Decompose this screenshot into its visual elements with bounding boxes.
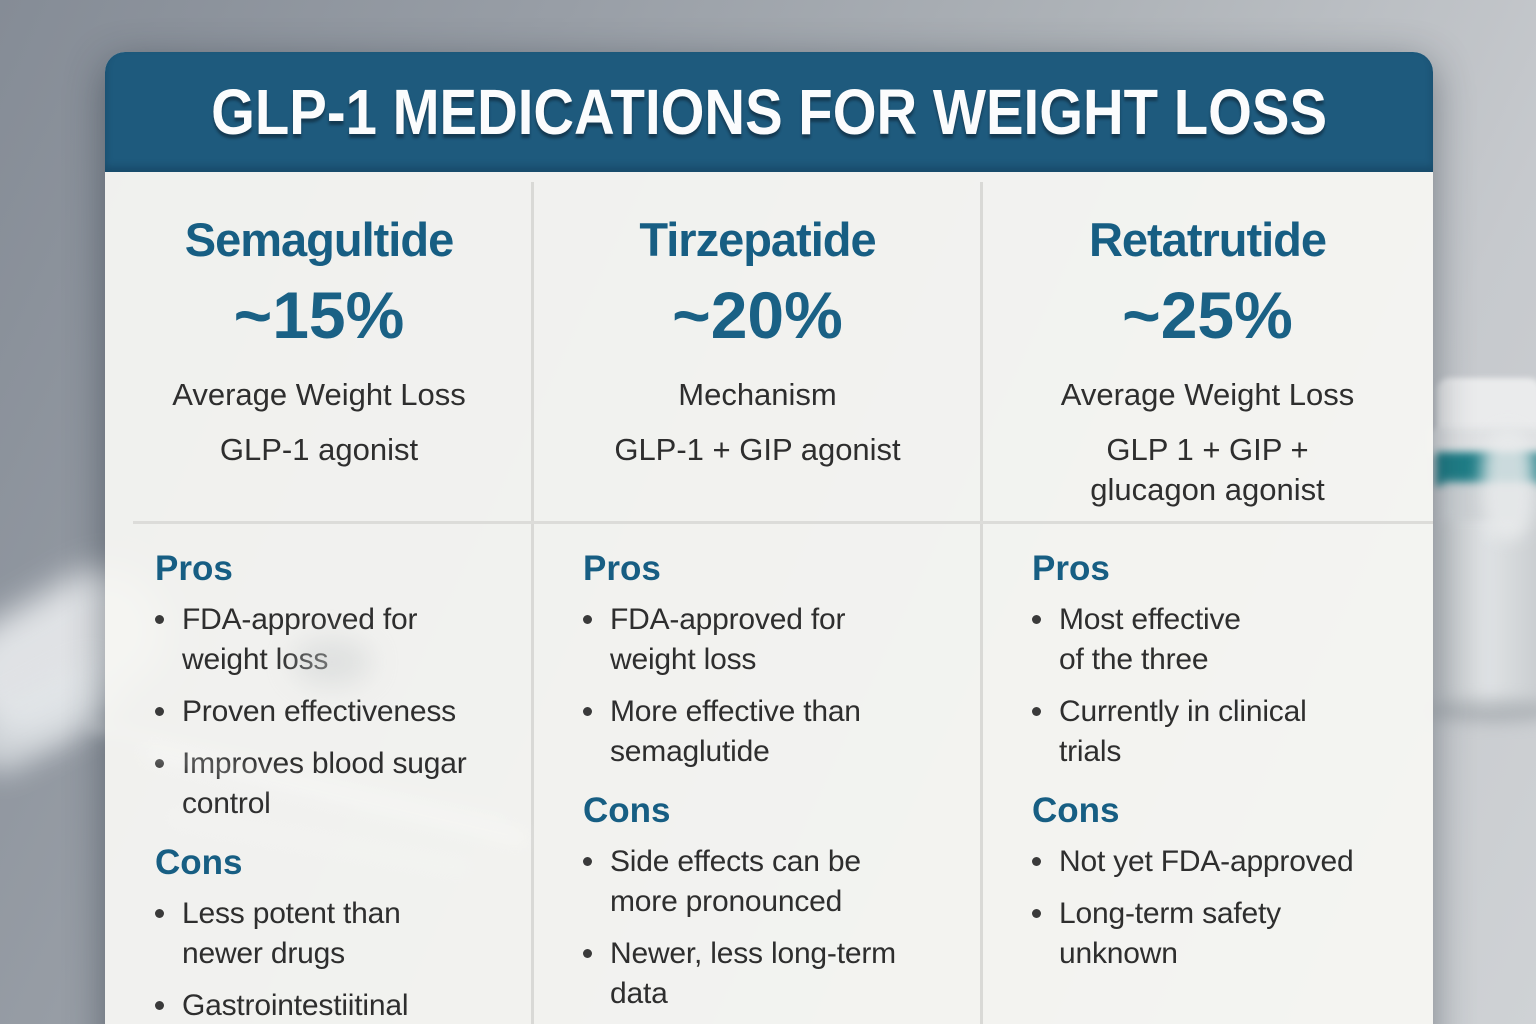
bullet-icon bbox=[1032, 707, 1041, 716]
comparison-card: GLP-1 MEDICATIONS FOR WEIGHT LOSS Semagu… bbox=[105, 52, 1433, 1024]
list-item-text: Currently in clinical trials bbox=[1059, 695, 1307, 768]
bullet-icon bbox=[583, 857, 592, 866]
bullet-icon bbox=[155, 909, 164, 918]
pros-heading: Pros bbox=[1032, 549, 1110, 588]
list-item-text: Not yet FDA-approved bbox=[1059, 845, 1354, 878]
mechanism-label: GLP 1 + GIP + glucagon agonist bbox=[1090, 432, 1325, 507]
list-item-text: Newer, less long-term data bbox=[610, 937, 896, 1010]
list-item: Newer, less long-term data bbox=[583, 934, 956, 1014]
cons-heading: Cons bbox=[583, 791, 671, 830]
list-item-text: More effective than semaglutide bbox=[610, 695, 861, 768]
cons-list: Side effects can be more pronounced Newe… bbox=[583, 842, 956, 1014]
drug-summary: Retatrutide ~25% Average Weight Loss GLP… bbox=[982, 172, 1433, 522]
bullet-icon bbox=[1032, 857, 1041, 866]
columns-grid: Semagultide ~15% Average Weight Loss GLP… bbox=[105, 172, 1433, 1024]
list-item: Proven effectiveness bbox=[155, 692, 507, 732]
metric-label: Average Weight Loss bbox=[1060, 377, 1355, 412]
cons-list: Less potent than newer drugs Gastrointes… bbox=[155, 894, 507, 1024]
cons-heading: Cons bbox=[155, 843, 243, 882]
list-item: Long-term safety unknown bbox=[1032, 894, 1407, 974]
list-item-text: Side effects can be more pronounced bbox=[610, 845, 861, 918]
cons-heading: Cons bbox=[1032, 791, 1120, 830]
weight-loss-value: ~20% bbox=[672, 278, 843, 352]
list-item-text: Most effective of the three bbox=[1059, 603, 1241, 676]
list-item: Less potent than newer drugs bbox=[155, 894, 507, 974]
list-item-text: Long-term safety unknown bbox=[1059, 897, 1281, 970]
cons-list: Not yet FDA-approved Long-term safety un… bbox=[1032, 842, 1407, 974]
list-item-text: Proven effectiveness bbox=[182, 695, 456, 728]
list-item-text: Gastrointestiitinal side effects bbox=[182, 989, 409, 1022]
list-item: Improves blood sugar control bbox=[155, 744, 507, 824]
bullet-icon bbox=[155, 707, 164, 716]
list-item-text: Improves blood sugar control bbox=[182, 747, 467, 820]
list-item-text: FDA-approved for weight loss bbox=[610, 603, 846, 676]
bullet-icon bbox=[1032, 909, 1041, 918]
bullet-icon bbox=[583, 949, 592, 958]
drug-summary: Semagultide ~15% Average Weight Loss GLP… bbox=[105, 172, 533, 522]
bullet-icon bbox=[155, 1001, 164, 1010]
bullet-icon bbox=[583, 615, 592, 624]
title-banner: GLP-1 MEDICATIONS FOR WEIGHT LOSS bbox=[105, 52, 1433, 172]
drug-name: Semagultide bbox=[184, 213, 454, 266]
section-divider bbox=[133, 521, 1433, 524]
list-item: FDA-approved for weight loss bbox=[155, 600, 507, 680]
drug-column-semagultide: Semagultide ~15% Average Weight Loss GLP… bbox=[105, 172, 533, 1024]
drug-summary: Tirzepatide ~20% Mechanism GLP-1 + GIP a… bbox=[533, 172, 982, 522]
list-item: Not yet FDA-approved bbox=[1032, 842, 1407, 882]
bullet-icon bbox=[155, 759, 164, 768]
pros-cons-lists: Pros FDA-approved for weight loss Proven… bbox=[105, 522, 533, 1024]
bullet-icon bbox=[1032, 615, 1041, 624]
list-item: Most effective of the three bbox=[1032, 600, 1407, 680]
pros-heading: Pros bbox=[155, 549, 233, 588]
list-item: FDA-approved for weight loss bbox=[583, 600, 956, 680]
list-item: Currently in clinical trials bbox=[1032, 692, 1407, 772]
weight-loss-value: ~15% bbox=[233, 278, 405, 352]
page-title: GLP-1 MEDICATIONS FOR WEIGHT LOSS bbox=[211, 76, 1327, 148]
mechanism-label: GLP-1 agonist bbox=[219, 432, 419, 467]
drug-column-retatrutide: Retatrutide ~25% Average Weight Loss GLP… bbox=[982, 172, 1433, 1024]
list-item: Side effects can be more pronounced bbox=[583, 842, 956, 922]
list-item: Gastrointestiitinal side effects bbox=[155, 986, 507, 1024]
vial-body bbox=[1438, 520, 1536, 712]
bullet-icon bbox=[583, 707, 592, 716]
list-item-text: FDA-approved for weight loss bbox=[182, 603, 418, 676]
bullet-icon bbox=[155, 615, 164, 624]
drug-column-tirzepatide: Tirzepatide ~20% Mechanism GLP-1 + GIP a… bbox=[533, 172, 982, 1024]
pros-cons-lists: Pros Most effective of the three Current… bbox=[982, 522, 1433, 974]
drug-name: Tirzepatide bbox=[639, 213, 876, 266]
list-item: More effective than semaglutide bbox=[583, 692, 956, 772]
pros-cons-lists: Pros FDA-approved for weight loss More e… bbox=[533, 522, 982, 1014]
vial-shadow bbox=[1428, 700, 1536, 722]
metric-label: Average Weight Loss bbox=[172, 377, 466, 412]
drug-name: Retatrutide bbox=[1088, 213, 1327, 266]
vial-glass-highlight bbox=[1482, 428, 1534, 540]
list-item-text: Less potent than newer drugs bbox=[182, 897, 401, 970]
metric-label: Mechanism bbox=[678, 377, 837, 412]
pros-list: FDA-approved for weight loss More effect… bbox=[583, 600, 956, 772]
column-divider-right bbox=[980, 182, 983, 1024]
pros-heading: Pros bbox=[583, 549, 661, 588]
column-divider-left bbox=[531, 182, 534, 1024]
mechanism-label: GLP-1 + GIP agonist bbox=[614, 432, 901, 467]
pros-list: Most effective of the three Currently in… bbox=[1032, 600, 1407, 772]
weight-loss-value: ~25% bbox=[1122, 278, 1293, 352]
pros-list: FDA-approved for weight loss Proven effe… bbox=[155, 600, 507, 824]
